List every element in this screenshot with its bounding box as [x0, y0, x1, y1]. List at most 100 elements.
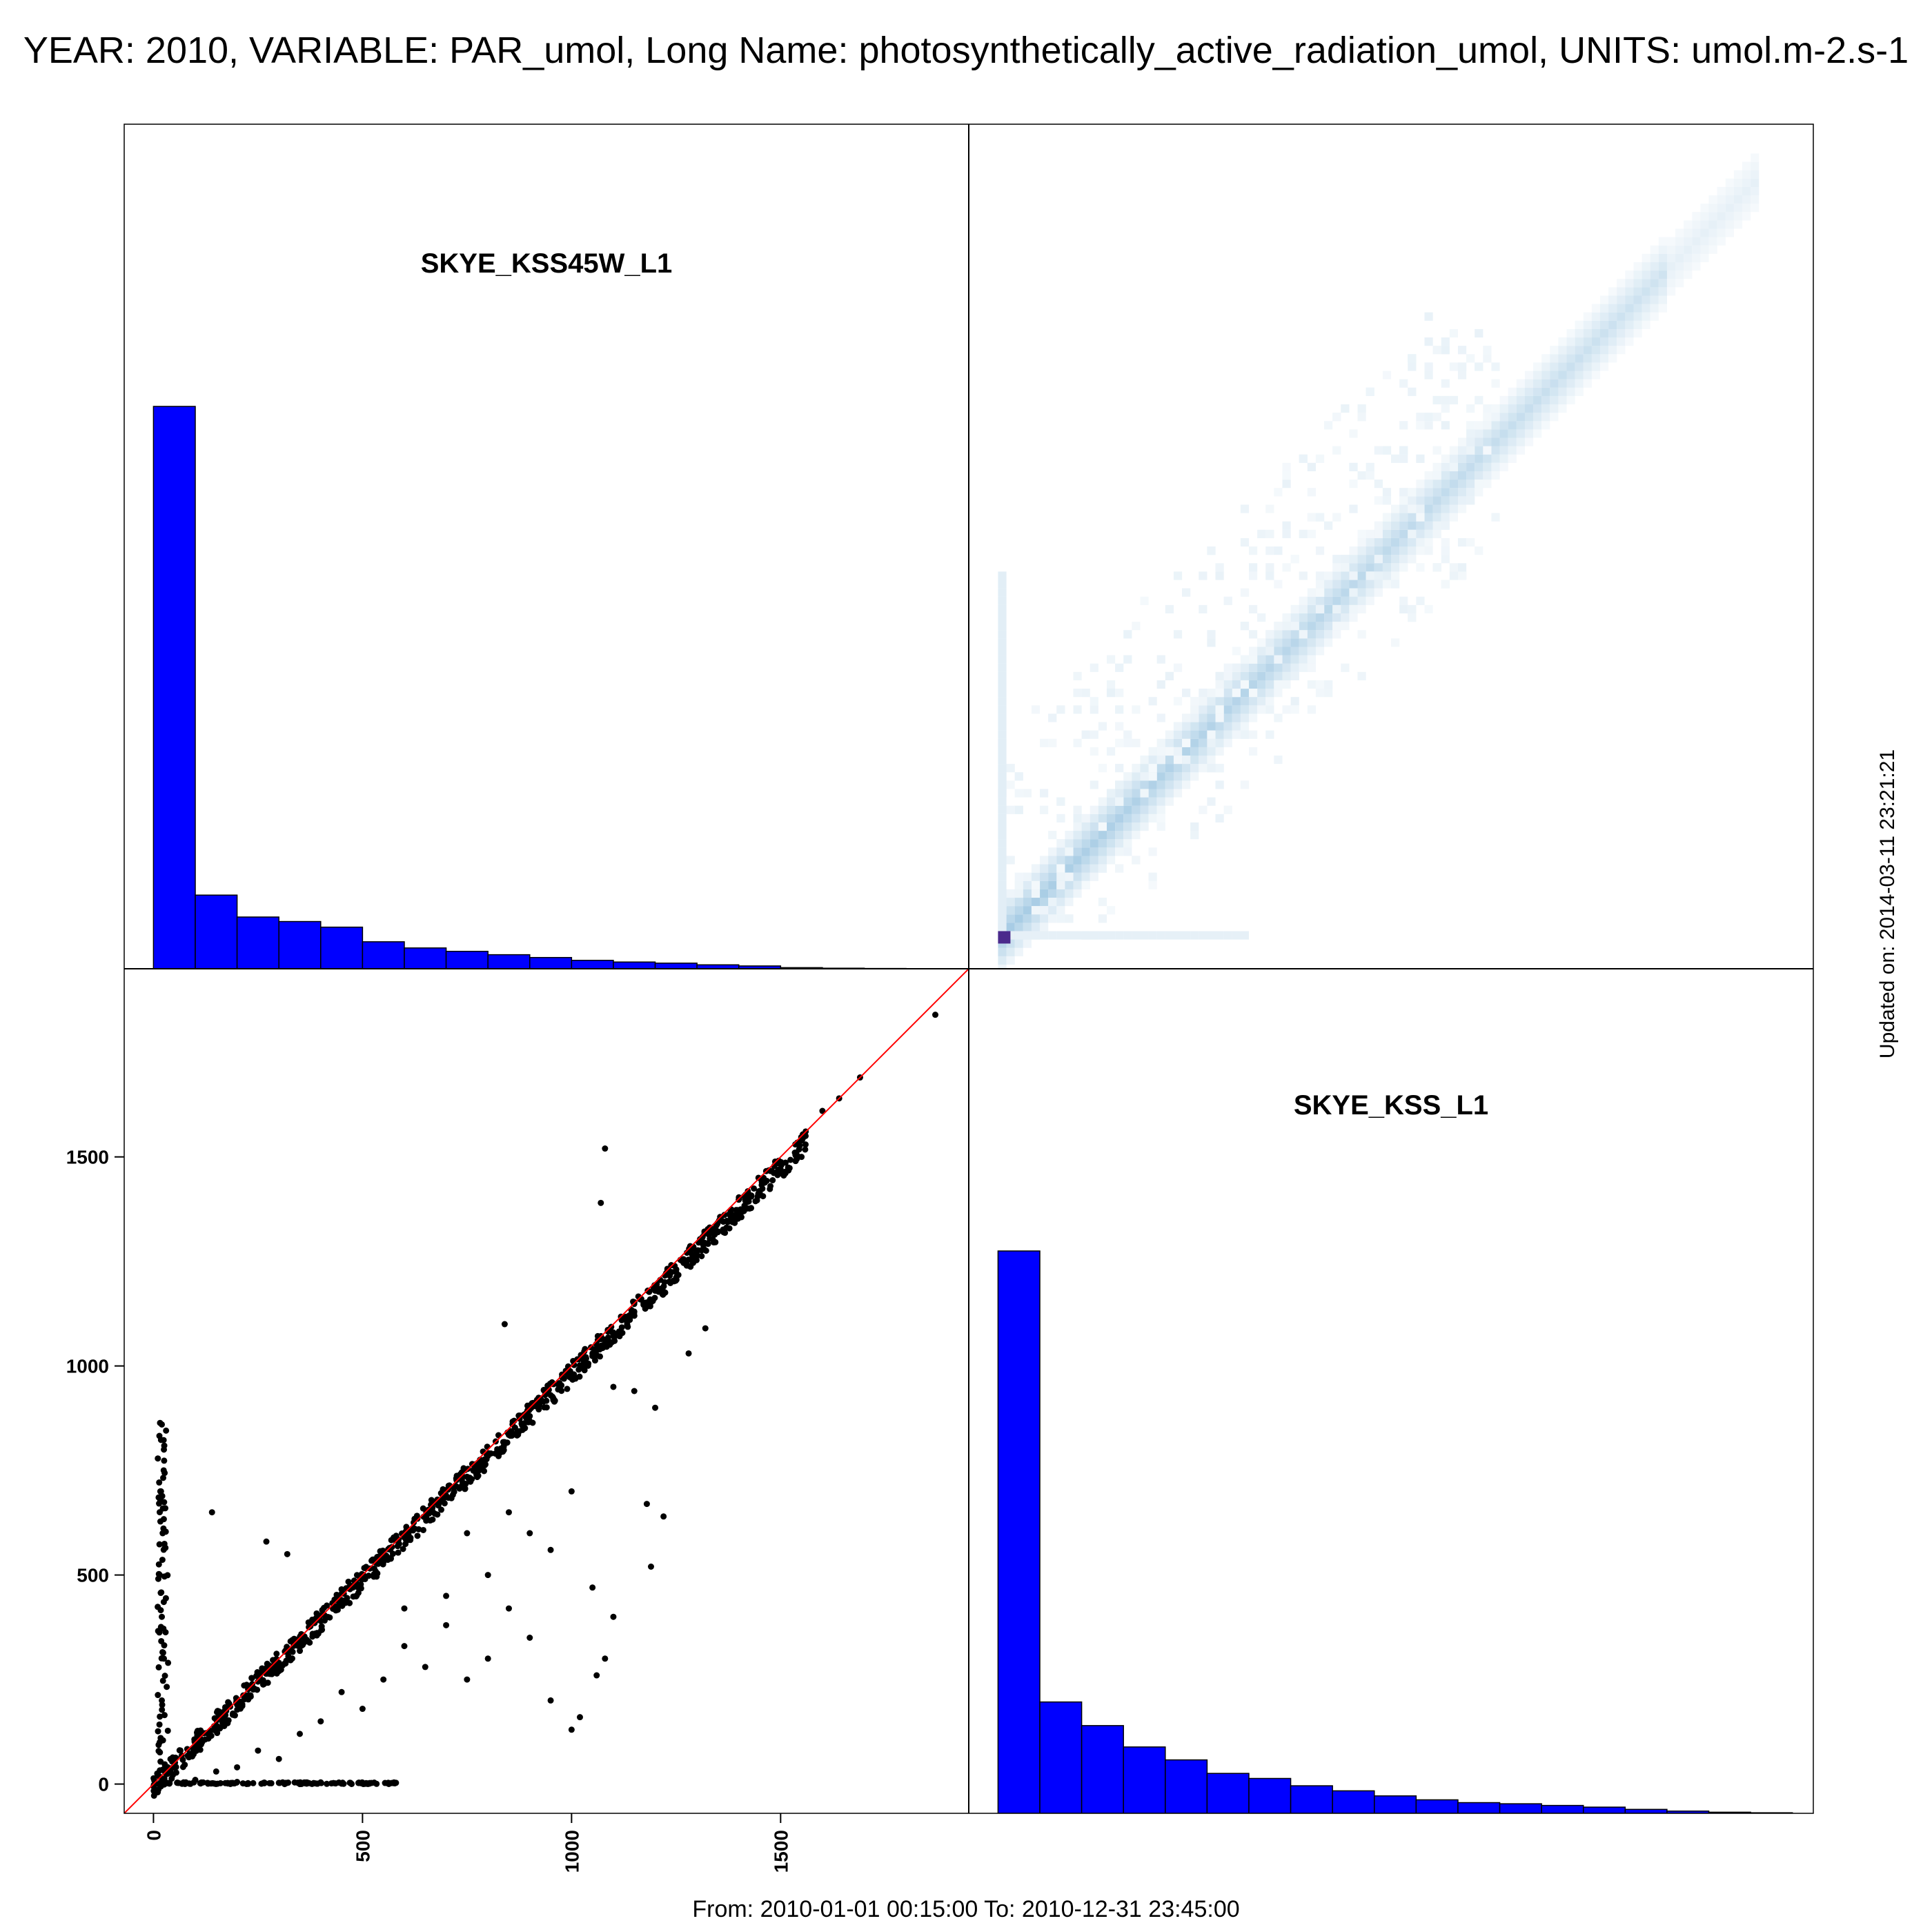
density-cell	[1366, 387, 1374, 396]
density-cell	[1098, 797, 1107, 806]
scatter-point	[464, 1676, 471, 1683]
density-cell	[1006, 914, 1015, 923]
density-cell	[1591, 354, 1601, 363]
density-cell	[1106, 689, 1116, 698]
density-cell	[1374, 538, 1383, 547]
scatter-point	[160, 1475, 167, 1481]
density-cell	[1173, 789, 1183, 798]
density-cell	[1666, 279, 1676, 288]
density-cell	[1617, 320, 1626, 329]
hist-kss-bar	[1081, 1725, 1124, 1813]
density-cell	[1675, 228, 1684, 237]
scatter-point	[648, 1297, 655, 1303]
density-cell	[1751, 195, 1759, 204]
density-cell	[1156, 655, 1165, 664]
density-cell	[1408, 513, 1417, 522]
density-cell	[1541, 395, 1550, 405]
density-cell	[1566, 328, 1575, 338]
density-cell	[1073, 831, 1082, 840]
density-cell	[1056, 839, 1065, 848]
scatter-point	[727, 1213, 734, 1220]
scatter-point	[273, 1650, 280, 1657]
density-cell	[1290, 604, 1299, 614]
density-cell	[1215, 722, 1224, 731]
density-cell	[1215, 680, 1224, 689]
density-cell	[1684, 270, 1693, 279]
density-cell	[1399, 538, 1408, 547]
density-cell	[1692, 245, 1701, 254]
density-cell	[1424, 480, 1433, 489]
density-cell	[1232, 647, 1241, 656]
density-cell	[1441, 496, 1450, 505]
scatter-point	[434, 1511, 441, 1518]
density-cell	[1023, 880, 1032, 889]
density-cell	[1014, 789, 1023, 798]
density-cell	[1073, 880, 1082, 889]
density-cell	[998, 805, 1007, 814]
density-cell	[1106, 822, 1116, 831]
scatter-point	[402, 1537, 409, 1544]
scatter-point	[161, 1673, 168, 1679]
density-cell	[1299, 571, 1308, 580]
density-cell	[1098, 814, 1107, 823]
scatter-point	[495, 1452, 502, 1459]
density-cell	[1617, 328, 1626, 338]
scatter-point	[338, 1688, 345, 1695]
density-cell	[1106, 797, 1116, 806]
density-cell	[1441, 480, 1450, 489]
density-cell	[1307, 663, 1317, 672]
density-cell	[1466, 496, 1475, 505]
density-cell	[1666, 287, 1676, 296]
density-cell	[1391, 521, 1400, 530]
density-cell	[1056, 705, 1065, 714]
scatter-point	[530, 1399, 537, 1406]
density-cell	[1591, 346, 1601, 355]
density-cell	[1374, 580, 1383, 589]
scatter-point	[507, 1429, 514, 1436]
scatter-point	[751, 1185, 758, 1192]
density-cell	[1148, 764, 1157, 773]
density-cell	[1031, 864, 1041, 873]
density-cell	[1090, 847, 1098, 856]
density-cell	[1023, 923, 1032, 931]
density-cell	[1416, 413, 1425, 422]
density-cell	[1751, 170, 1759, 179]
density-cell	[1575, 320, 1584, 329]
scatter-point	[266, 1670, 273, 1677]
density-cell	[1190, 697, 1199, 706]
density-cell	[1366, 555, 1374, 564]
density-cell	[1382, 563, 1392, 572]
density-cell	[1132, 931, 1141, 940]
density-cell	[1583, 337, 1592, 346]
density-cell	[1608, 287, 1617, 296]
density-cell	[1056, 914, 1065, 923]
scatter-point	[157, 1780, 164, 1786]
density-cell	[1115, 847, 1124, 856]
density-cell	[1014, 889, 1023, 898]
density-cell	[1173, 663, 1183, 672]
density-cell	[1566, 379, 1575, 388]
scatter-point	[317, 1613, 324, 1620]
density-cell	[1257, 680, 1266, 689]
density-cell	[1399, 446, 1408, 455]
scatter-point	[802, 1141, 809, 1148]
density-cell	[1199, 764, 1208, 773]
density-cell	[1315, 546, 1325, 555]
density-cell	[1274, 689, 1283, 698]
scatter-point	[664, 1265, 671, 1272]
density-cell	[1733, 170, 1743, 179]
density-cell	[998, 722, 1007, 731]
density-cell	[1441, 580, 1450, 589]
density-cell	[1733, 220, 1743, 229]
density-cell	[1081, 814, 1090, 823]
scatter-point	[226, 1700, 233, 1707]
density-cell	[1315, 513, 1325, 522]
scatter-point	[160, 1625, 167, 1632]
y-tick-label: 1000	[66, 1356, 109, 1377]
density-cell	[1633, 328, 1642, 338]
density-cell	[1341, 613, 1350, 622]
density-cell	[1282, 563, 1291, 572]
scatter-point	[448, 1495, 455, 1501]
density-cell	[1048, 713, 1057, 722]
